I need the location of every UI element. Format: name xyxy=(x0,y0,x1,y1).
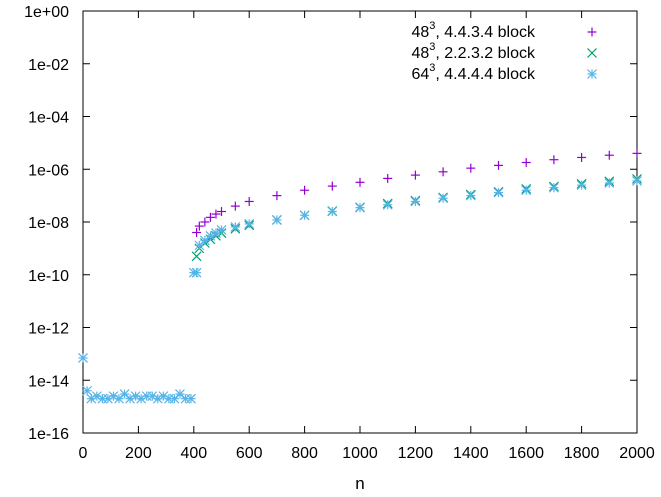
legend-label: 483, 4.4.3.4 block xyxy=(411,20,536,41)
data-point xyxy=(244,196,254,206)
x-tick-label: 2000 xyxy=(619,445,655,462)
legend-entry: 483, 2.2.3.2 block xyxy=(411,41,597,62)
data-point xyxy=(548,182,559,193)
data-point xyxy=(466,163,476,173)
data-point xyxy=(438,193,449,204)
legend-marker xyxy=(587,27,597,37)
data-marks xyxy=(78,148,642,404)
data-point xyxy=(244,218,255,229)
plot-frame xyxy=(82,10,638,434)
y-axis: 1e+00 1e-02 1e-04 1e-06 1e-08 1e-10 1e-12 1e-14… xyxy=(24,4,637,443)
x-tick-label: 1000 xyxy=(342,445,378,462)
data-point xyxy=(205,212,215,222)
data-point xyxy=(410,170,420,180)
x-tick-label: 1400 xyxy=(453,445,489,462)
data-point xyxy=(230,222,241,232)
legend-entry: 483, 4.4.3.4 block xyxy=(411,20,597,41)
x-tick-label: 1600 xyxy=(508,445,544,462)
data-point xyxy=(383,173,393,183)
legend-entry: 643, 4.4.4.4 block xyxy=(411,62,597,83)
data-point xyxy=(410,196,421,207)
legend-label: 643, 4.4.4.4 block xyxy=(411,62,536,83)
data-point xyxy=(191,267,202,278)
data-point xyxy=(216,225,227,235)
data-point xyxy=(438,167,448,177)
x-axis-title: n xyxy=(355,474,364,493)
data-point xyxy=(521,158,531,168)
data-point xyxy=(199,235,210,246)
x-axis: 0 200 400 600 800 1000 1200 1400 1600 1800 2000 xyxy=(79,11,655,462)
y-tick-label: 1e-08 xyxy=(28,215,69,232)
data-point xyxy=(191,251,202,262)
y-tick-label: 1e-14 xyxy=(28,373,69,390)
data-point xyxy=(211,209,221,219)
data-point xyxy=(186,393,196,404)
x-tick-label: 200 xyxy=(125,445,152,462)
data-point xyxy=(355,202,365,213)
data-point xyxy=(272,191,282,201)
data-point xyxy=(604,150,614,160)
data-point xyxy=(494,160,503,170)
data-point xyxy=(78,353,88,363)
data-point xyxy=(465,190,476,201)
data-point xyxy=(493,187,504,198)
y-tick-label: 1e-10 xyxy=(28,268,69,285)
data-point xyxy=(604,178,615,188)
data-point xyxy=(194,221,204,231)
y-tick-label: 1e-16 xyxy=(28,426,69,443)
data-point xyxy=(169,393,180,404)
legend-marker xyxy=(587,48,597,58)
x-tick-label: 1800 xyxy=(564,445,600,462)
data-point xyxy=(217,207,226,217)
x-tick-label: 600 xyxy=(236,445,263,462)
y-tick-label: 1e-06 xyxy=(28,162,69,179)
y-tick-label: 1e-04 xyxy=(28,110,69,127)
data-point xyxy=(327,206,338,217)
x-tick-label: 800 xyxy=(291,445,318,462)
data-point xyxy=(549,155,559,165)
data-point xyxy=(382,199,393,210)
data-point xyxy=(192,227,202,237)
series-3 xyxy=(78,176,642,404)
data-point xyxy=(200,217,210,227)
x-tick-label: 1200 xyxy=(398,445,434,462)
data-point xyxy=(521,185,532,196)
y-tick-label: 1e+00 xyxy=(24,4,69,21)
x-tick-label: 0 xyxy=(79,445,88,462)
data-point xyxy=(119,389,130,399)
legend-marker xyxy=(587,69,597,79)
data-point xyxy=(632,148,642,158)
data-point xyxy=(327,181,337,191)
x-tick-label: 400 xyxy=(180,445,207,462)
y-tick-label: 1e-12 xyxy=(28,321,69,338)
data-point xyxy=(355,177,365,187)
y-tick-label: 1e-02 xyxy=(28,57,69,74)
data-point xyxy=(271,214,282,225)
series-1 xyxy=(192,148,642,237)
data-point xyxy=(82,385,93,396)
data-point xyxy=(114,393,124,404)
data-point xyxy=(632,176,642,186)
data-point xyxy=(576,180,587,191)
data-point xyxy=(299,210,310,221)
data-point xyxy=(300,185,310,195)
data-point xyxy=(230,201,240,211)
data-point xyxy=(577,152,587,162)
legend-label: 483, 2.2.3.2 block xyxy=(411,41,536,62)
plot-area xyxy=(82,10,638,434)
data-point xyxy=(175,389,185,399)
series-2 xyxy=(191,173,642,262)
